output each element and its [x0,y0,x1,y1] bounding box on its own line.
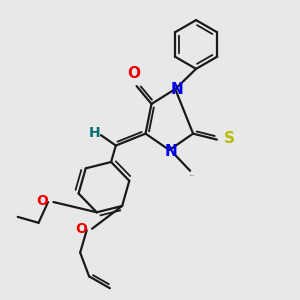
Text: S: S [224,130,234,146]
Text: O: O [128,66,141,81]
Text: N: N [164,144,177,159]
Text: N: N [170,82,183,97]
Text: methyl: methyl [190,175,195,176]
Text: H: H [89,126,101,140]
Text: O: O [75,222,87,236]
Text: O: O [36,194,48,208]
